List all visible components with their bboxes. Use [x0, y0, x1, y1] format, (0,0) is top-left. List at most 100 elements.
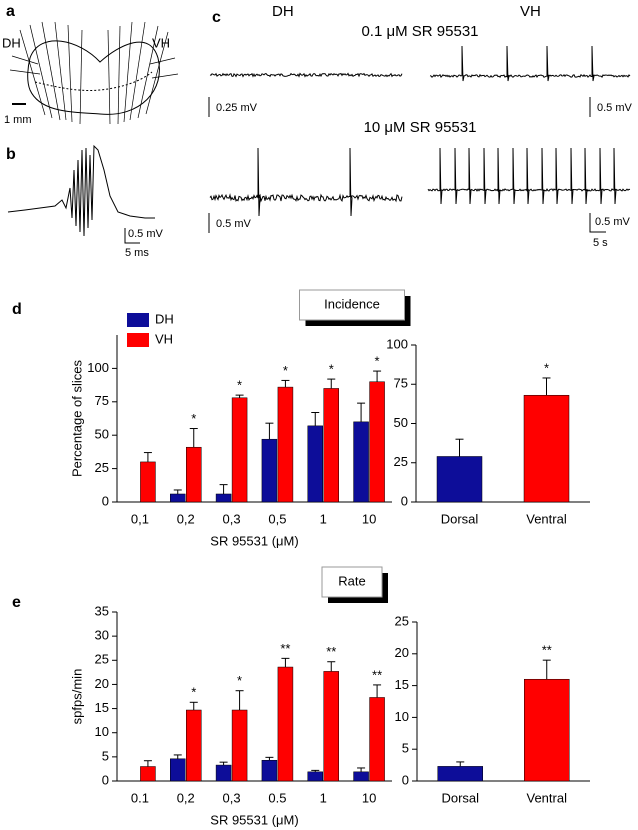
significance: * — [329, 362, 334, 377]
y-tick-label: 25 — [394, 454, 408, 469]
bar — [170, 758, 186, 782]
legend-label: DH — [155, 311, 174, 326]
y-tick-label: 10 — [395, 709, 409, 724]
significance: ** — [372, 667, 382, 682]
x-tick-label: 0.5 — [268, 790, 286, 805]
bar — [140, 461, 156, 503]
spike-trace — [7, 144, 155, 237]
bar — [437, 766, 483, 782]
y-tick-label: 50 — [394, 415, 408, 430]
scale-label: 0.5 mV — [216, 218, 252, 230]
dh-label: DH — [272, 3, 294, 20]
significance: * — [237, 378, 242, 393]
panel-label: d — [12, 301, 22, 318]
trace — [427, 147, 631, 205]
y-tick-label: 100 — [386, 336, 408, 351]
bar — [170, 493, 186, 503]
recording-traces — [209, 45, 631, 217]
bar — [186, 709, 202, 782]
x-tick-label: 1 — [320, 511, 327, 526]
vh-label: VH — [520, 3, 541, 20]
bar — [353, 771, 369, 782]
significance: * — [544, 360, 549, 375]
bar — [353, 421, 369, 503]
y-tick-label: 0 — [102, 772, 109, 787]
panel-label: c — [212, 9, 221, 26]
bar — [323, 671, 339, 782]
x-axis-label: SR 95531 (μM) — [210, 533, 298, 548]
chart-title: Rate — [338, 573, 365, 588]
legend-label: VH — [155, 331, 173, 346]
y-tick-label: 15 — [95, 700, 109, 715]
bar — [215, 493, 232, 503]
legend-swatch — [127, 333, 149, 347]
y-tick-label: 5 — [402, 741, 409, 756]
y-tick-label: 30 — [95, 628, 109, 643]
y-tick-label: 75 — [394, 376, 408, 391]
x-tick-label: 10 — [362, 511, 376, 526]
trace — [209, 147, 403, 217]
vh-label: VH — [152, 35, 170, 50]
x-tick-label: 10 — [362, 790, 376, 805]
bar — [436, 456, 483, 503]
bar — [231, 397, 248, 503]
cord-outline — [9, 21, 179, 125]
x-tick-label: 1 — [320, 790, 327, 805]
trace — [429, 45, 631, 82]
y-tick-label: 0 — [102, 493, 109, 508]
scale-bar — [589, 213, 606, 233]
scale-label: 0.5 mV — [595, 216, 631, 228]
chart-title: Incidence — [324, 296, 380, 311]
significance: * — [237, 673, 242, 688]
scale-label: 5 s — [593, 237, 608, 249]
x-tick-label: Ventral — [526, 511, 567, 526]
bar — [524, 678, 570, 782]
significance: ** — [280, 641, 290, 656]
bar — [323, 388, 339, 503]
bar — [261, 759, 278, 782]
scale-label: 0.5 mV — [597, 102, 633, 114]
scale-label: 0.5 mV — [128, 228, 164, 240]
y-tick-label: 50 — [95, 427, 109, 442]
condition-label: 10 μM SR 95531 — [364, 119, 477, 136]
bar — [307, 425, 323, 503]
y-tick-label: 100 — [87, 360, 109, 375]
x-tick-label: 0,1 — [131, 511, 149, 526]
x-tick-label: Ventral — [527, 790, 568, 805]
condition-label: 0.1 μM SR 95531 — [361, 23, 478, 40]
y-tick-label: 0 — [401, 493, 408, 508]
x-tick-label: 0,3 — [223, 511, 241, 526]
panel-label: e — [12, 594, 21, 611]
y-tick-label: 15 — [395, 677, 409, 692]
y-tick-label: 0 — [402, 772, 409, 787]
x-tick-label: 0,3 — [223, 790, 241, 805]
x-tick-label: Dorsal — [441, 790, 479, 805]
bar — [215, 764, 232, 782]
x-tick-label: 0.1 — [131, 790, 149, 805]
legend-swatch — [127, 313, 149, 327]
y-axis-label: Percentage of slices — [69, 359, 84, 477]
bar — [369, 381, 385, 503]
x-axis-label: SR 95531 (μM) — [210, 812, 298, 827]
y-tick-label: 25 — [95, 460, 109, 475]
y-tick-label: 25 — [395, 613, 409, 628]
significance: ** — [326, 644, 336, 659]
significance: * — [283, 363, 288, 378]
scale-label: 0.25 mV — [216, 102, 258, 114]
x-tick-label: Dorsal — [441, 511, 479, 526]
significance: * — [191, 411, 196, 426]
y-tick-label: 20 — [395, 645, 409, 660]
x-tick-label: 0,2 — [177, 511, 195, 526]
bar — [277, 666, 294, 782]
title-box — [321, 566, 383, 598]
y-tick-label: 25 — [95, 652, 109, 667]
y-tick-label: 75 — [95, 393, 109, 408]
scale-label: 1 mm — [4, 114, 32, 126]
panel-label: b — [6, 146, 16, 163]
bar — [186, 446, 202, 503]
significance: * — [191, 685, 196, 700]
y-axis-label: spfps/min — [69, 669, 84, 725]
bar — [307, 771, 323, 782]
dh-label: DH — [2, 35, 21, 50]
